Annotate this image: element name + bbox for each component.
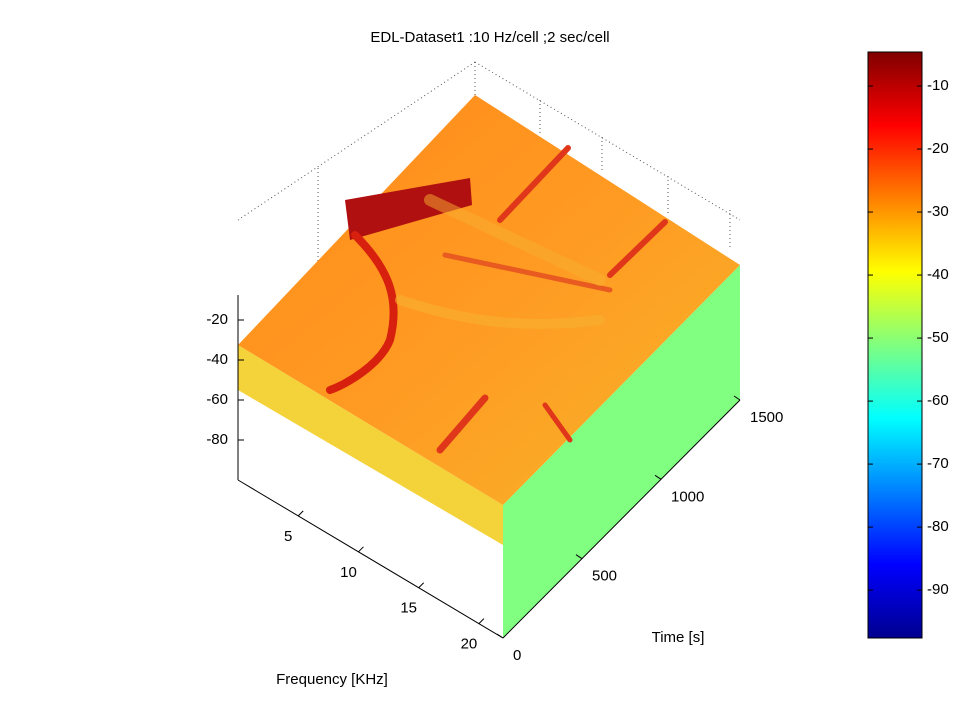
y-tick-label: 0 — [513, 647, 521, 664]
z-tick-label: -20 — [206, 311, 228, 328]
y-tick-label: 1000 — [671, 488, 704, 505]
x-axis-label: Frequency [KHz] — [276, 671, 388, 688]
x-tick-label: 5 — [284, 528, 292, 545]
z-tick-label: -80 — [206, 431, 228, 448]
back-box — [237, 61, 741, 270]
y-tick — [654, 474, 662, 480]
colorbar-tick-label: -20 — [927, 140, 949, 157]
x-tick — [297, 510, 304, 517]
colorbar-tick-label: -10 — [927, 77, 949, 94]
colorbar-tick-label: -80 — [927, 518, 949, 535]
surface-front-edge — [238, 345, 503, 545]
chart-title: EDL-Dataset1 :10 Hz/cell ;2 sec/cell — [370, 29, 609, 46]
surface-ridges — [326, 145, 668, 454]
y-axis-label: Time [s] — [652, 629, 705, 646]
y-tick — [496, 633, 504, 639]
surface-side — [503, 265, 740, 638]
colorbar-tick-label: -90 — [927, 581, 949, 598]
colorbar-tick-label: -60 — [927, 392, 949, 409]
x-tick-label: 10 — [340, 564, 357, 581]
colorbar-tick-label: -50 — [927, 329, 949, 346]
y-tick-label: 1500 — [750, 409, 783, 426]
x-tick — [418, 582, 425, 589]
x-tick — [478, 618, 485, 624]
x-tick — [358, 546, 364, 553]
colorbar-tick-label: -40 — [927, 266, 949, 283]
x-tick-label: 20 — [461, 636, 478, 653]
colorbar-tick-label: -70 — [927, 455, 949, 472]
x-tick-label: 15 — [400, 600, 417, 617]
z-tick-label: -60 — [206, 391, 228, 408]
colorbar — [867, 51, 923, 639]
y-tick — [575, 554, 583, 560]
y-tick — [733, 395, 741, 401]
colorbar-tick-label: -30 — [927, 203, 949, 220]
axes — [237, 295, 741, 639]
surface-top — [238, 95, 740, 505]
y-tick-label: 500 — [592, 568, 617, 585]
z-tick-label: -40 — [206, 351, 228, 368]
